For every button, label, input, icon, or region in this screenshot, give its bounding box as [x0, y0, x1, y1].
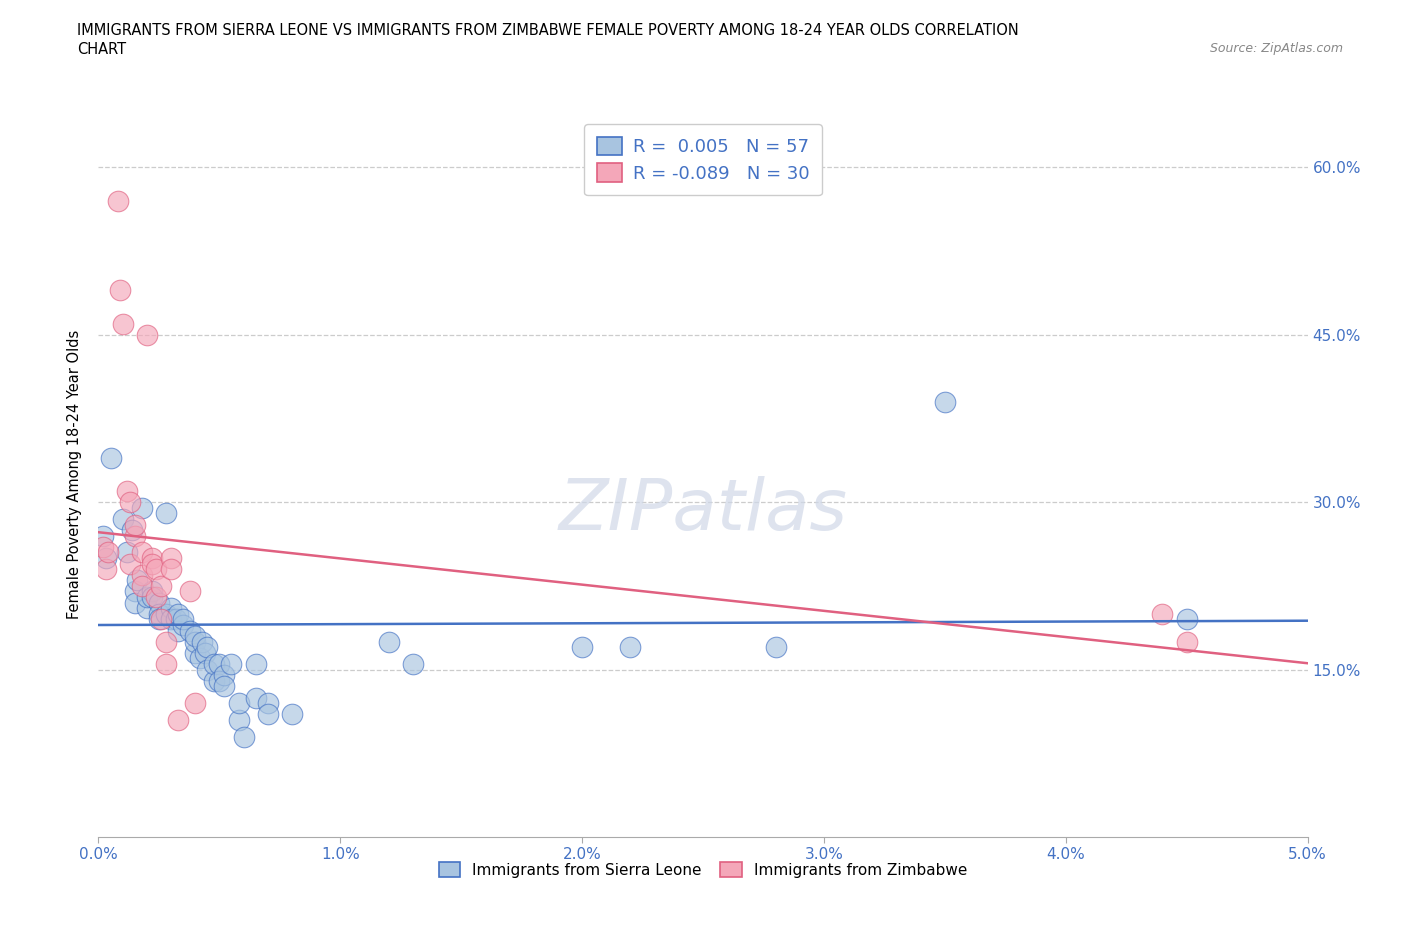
Point [619, 640, 641, 655]
Point [141, 556, 163, 571]
Point [100, 450, 122, 465]
Point [135, 590, 157, 604]
Point [195, 662, 218, 677]
Point [212, 679, 235, 694]
Point [145, 590, 167, 604]
Point [124, 517, 146, 532]
Text: CHART: CHART [77, 42, 127, 57]
Point [204, 673, 226, 688]
Point [155, 506, 177, 521]
Point [188, 651, 211, 666]
Point [232, 729, 254, 744]
Point [118, 495, 141, 510]
Point [1152, 606, 1174, 621]
Point [148, 606, 170, 621]
Point [765, 640, 787, 655]
Point [124, 528, 146, 543]
Point [377, 634, 399, 649]
Point [131, 578, 153, 593]
Point [167, 623, 190, 638]
Point [97, 545, 120, 560]
Point [212, 668, 235, 683]
Point [172, 618, 194, 632]
Point [208, 657, 231, 671]
Point [94, 562, 117, 577]
Point [256, 696, 278, 711]
Point [934, 394, 956, 409]
Point [141, 590, 163, 604]
Point [131, 500, 153, 515]
Point [184, 629, 207, 644]
Point [228, 696, 250, 711]
Point [184, 634, 207, 649]
Point [107, 193, 129, 208]
Point [117, 484, 139, 498]
Point [148, 595, 170, 610]
Point [135, 601, 157, 616]
Point [118, 556, 141, 571]
Point [91, 528, 114, 543]
Point [1175, 612, 1198, 627]
Point [221, 657, 243, 671]
Point [179, 623, 201, 638]
Point [108, 283, 131, 298]
Point [179, 584, 201, 599]
Point [195, 640, 218, 655]
Point [117, 545, 139, 560]
Point [94, 551, 117, 565]
Point [204, 657, 226, 671]
Point [127, 573, 149, 588]
Point [208, 673, 231, 688]
Point [160, 601, 183, 616]
Point [141, 584, 163, 599]
Point [124, 595, 146, 610]
Point [245, 657, 267, 671]
Point [402, 657, 425, 671]
Point [131, 567, 153, 582]
Point [1175, 634, 1198, 649]
Point [91, 539, 114, 554]
Point [148, 612, 170, 627]
Point [256, 707, 278, 722]
Point [121, 523, 143, 538]
Point [165, 612, 187, 627]
Point [124, 584, 146, 599]
Point [145, 562, 167, 577]
Point [184, 645, 207, 660]
Text: Source: ZipAtlas.com: Source: ZipAtlas.com [1209, 42, 1343, 55]
Point [228, 712, 250, 727]
Point [245, 690, 267, 705]
Point [155, 634, 177, 649]
Point [172, 612, 194, 627]
Point [571, 640, 593, 655]
Point [135, 327, 157, 342]
Text: IMMIGRANTS FROM SIERRA LEONE VS IMMIGRANTS FROM ZIMBABWE FEMALE POVERTY AMONG 18: IMMIGRANTS FROM SIERRA LEONE VS IMMIGRAN… [77, 23, 1019, 38]
Point [160, 551, 183, 565]
Point [194, 645, 217, 660]
Point [160, 612, 183, 627]
Point [150, 578, 173, 593]
Y-axis label: Female Poverty Among 18-24 Year Olds: Female Poverty Among 18-24 Year Olds [67, 329, 83, 619]
Point [167, 606, 190, 621]
Point [111, 512, 134, 526]
Point [184, 696, 207, 711]
Point [281, 707, 304, 722]
Point [167, 712, 190, 727]
Point [111, 316, 134, 331]
Point [160, 562, 183, 577]
Legend: Immigrants from Sierra Leone, Immigrants from Zimbabwe: Immigrants from Sierra Leone, Immigrants… [433, 856, 973, 884]
Point [150, 612, 173, 627]
Point [191, 634, 214, 649]
Text: ZIPatlas: ZIPatlas [558, 476, 848, 545]
Point [131, 545, 153, 560]
Point [155, 657, 177, 671]
Point [155, 606, 177, 621]
Point [141, 551, 163, 565]
